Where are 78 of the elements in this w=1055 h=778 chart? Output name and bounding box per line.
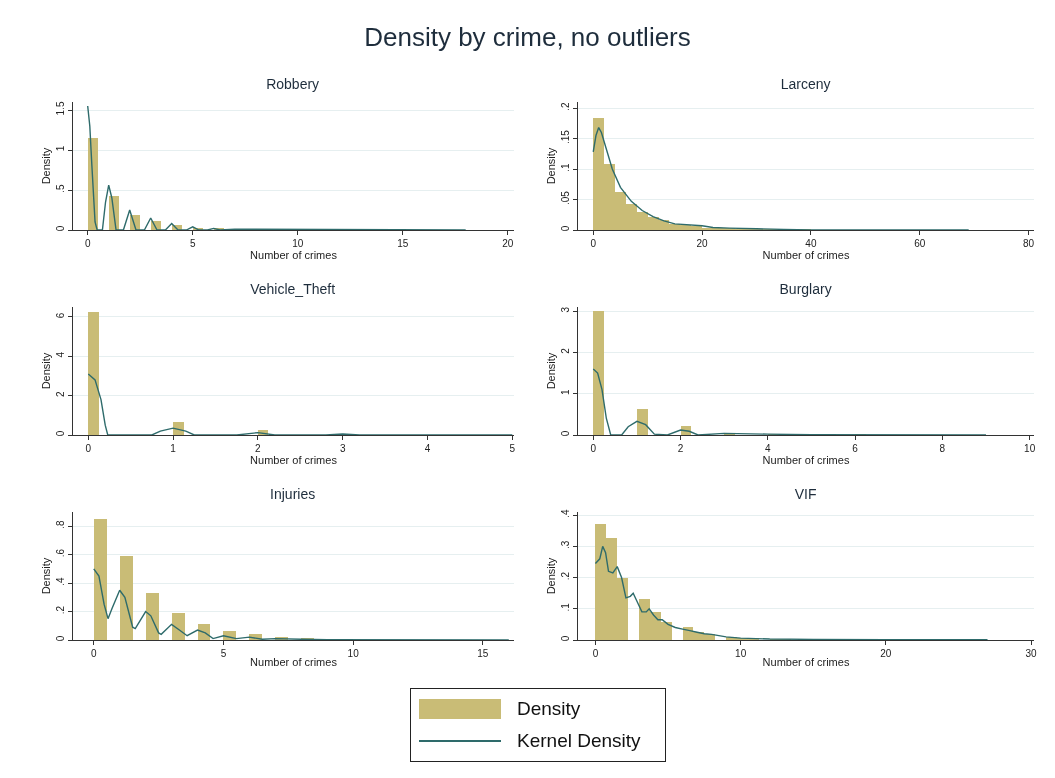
x-tick-label: 20 — [502, 238, 514, 249]
x-axis-title: Number of crimes — [250, 249, 338, 261]
x-tick-label: 15 — [477, 648, 489, 659]
x-tick-label: 0 — [590, 443, 597, 454]
legend-label: Density — [517, 698, 581, 720]
y-tick-label: 0 — [560, 430, 571, 437]
x-axis-title: Number of crimes — [762, 454, 850, 466]
x-tick-label: 5 — [189, 238, 196, 249]
y-tick-label: 6 — [55, 312, 66, 319]
x-axis-title: Number of crimes — [762, 656, 850, 669]
y-tick-label: .8 — [55, 520, 66, 529]
y-axis-title: Density — [39, 557, 52, 595]
y-axis-title: Density — [544, 352, 557, 390]
x-tick-label: 10 — [1024, 443, 1036, 454]
x-tick-label: 10 — [347, 648, 360, 659]
y-tick-label: 3 — [560, 306, 571, 313]
y-tick-label: 1 — [560, 388, 571, 395]
x-tick-label: 6 — [852, 443, 859, 454]
y-axis-title: Density — [39, 147, 52, 185]
x-tick-label: 5 — [220, 648, 227, 659]
y-tick-label: 2 — [55, 390, 66, 397]
x-tick-label: 3 — [339, 443, 346, 454]
x-tick-label: 8 — [939, 443, 946, 454]
x-tick-label: 10 — [292, 238, 304, 249]
text: Density by crime, no outliers — [363, 22, 692, 53]
x-tick-label: 2 — [255, 443, 262, 454]
x-tick-label: 0 — [90, 648, 97, 659]
chart-title: Injuries — [270, 485, 316, 502]
x-tick-label: 4 — [765, 443, 772, 454]
legend-label: Kernel Density — [517, 730, 641, 752]
y-tick-label: .1 — [560, 162, 571, 172]
y-tick-label: .4 — [560, 509, 571, 518]
x-tick-label: 0 — [85, 443, 92, 454]
x-tick-label: 0 — [84, 238, 91, 249]
x-tick-label: 15 — [397, 238, 409, 249]
y-tick-label: 0 — [560, 635, 571, 642]
x-tick-label: 10 — [735, 648, 747, 659]
x-tick-label: 4 — [424, 443, 431, 454]
y-tick-label: 2 — [560, 347, 571, 354]
y-tick-label: .05 — [560, 190, 571, 205]
x-axis-title: Number of crimes — [250, 656, 338, 669]
y-tick-label: .5 — [55, 183, 66, 193]
x-tick-label: 20 — [880, 648, 892, 659]
y-tick-label: 1 — [55, 145, 66, 152]
x-tick-label: 0 — [592, 648, 599, 659]
x-axis-title: Number of crimes — [250, 454, 338, 466]
y-tick-label: .2 — [55, 605, 66, 615]
y-axis-title: Density — [544, 147, 557, 185]
x-tick-label: 40 — [805, 238, 817, 249]
x-tick-label: 0 — [590, 238, 597, 249]
x-tick-label: 1 — [170, 443, 177, 454]
chart-title: Burglary — [779, 280, 832, 297]
x-tick-label: 30 — [1025, 648, 1038, 659]
y-tick-label: .15 — [560, 129, 571, 145]
y-tick-label: 0 — [560, 225, 571, 232]
x-tick-label: 60 — [914, 238, 926, 249]
x-tick-label: 2 — [677, 443, 684, 454]
y-tick-label: 0 — [55, 430, 66, 437]
x-tick-label: 20 — [696, 238, 709, 249]
chart-title: Vehicle_Theft — [250, 280, 336, 297]
x-axis-title: Number of crimes — [762, 249, 850, 261]
y-tick-label: .2 — [560, 571, 571, 581]
y-tick-label: 1.5 — [55, 101, 66, 116]
chart-title: Robbery — [266, 75, 320, 92]
y-tick-label: 0 — [55, 635, 66, 642]
y-tick-label: 4 — [55, 351, 66, 358]
y-tick-label: .4 — [55, 577, 66, 586]
y-tick-label: 0 — [55, 225, 66, 232]
y-tick-label: .2 — [560, 101, 571, 111]
y-axis-title: Density — [544, 557, 557, 595]
y-axis-title: Density — [39, 352, 52, 390]
y-tick-label: .3 — [560, 540, 571, 550]
chart-title: VIF — [794, 485, 817, 502]
y-tick-label: .6 — [55, 548, 66, 558]
chart-title: Larceny — [780, 75, 831, 92]
y-tick-label: .1 — [560, 602, 571, 612]
x-tick-label: 5 — [509, 443, 516, 454]
x-tick-label: 80 — [1023, 238, 1035, 249]
